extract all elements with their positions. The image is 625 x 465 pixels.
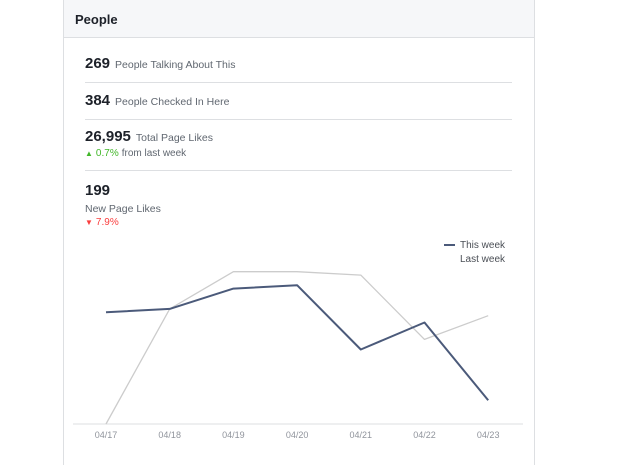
legend-item-this-week[interactable]: This week bbox=[444, 238, 534, 252]
left-margin bbox=[0, 0, 58, 465]
change-indicator: ▲ 0.7% from last week bbox=[85, 148, 511, 159]
x-tick-label: 04/18 bbox=[158, 430, 181, 440]
series-layer bbox=[105, 271, 489, 425]
stat-new-page-likes: 199 New Page Likes ▼ 7.9% bbox=[85, 182, 511, 228]
series-line-this-week[interactable] bbox=[105, 284, 489, 401]
stat-label: People Talking About This bbox=[115, 59, 236, 71]
new-page-likes-chart: 04/17 04/18 04/19 04/20 04/21 04/22 04/23 bbox=[73, 271, 523, 440]
stat-total-page-likes: 26,995 Total Page Likes ▲ 0.7% from last… bbox=[85, 128, 511, 159]
x-tick-label: 04/19 bbox=[222, 430, 245, 440]
people-card: People 269 People Talking About This 384… bbox=[63, 0, 535, 465]
triangle-down-icon: ▼ bbox=[85, 218, 93, 227]
change-percent: 0.7% bbox=[95, 148, 119, 159]
divider bbox=[85, 170, 512, 171]
divider bbox=[85, 119, 512, 120]
x-tick-label: 04/17 bbox=[95, 430, 118, 440]
stat-value: 384 bbox=[85, 92, 111, 109]
card-title: People bbox=[75, 12, 118, 27]
stat-label: New Page Likes bbox=[85, 203, 161, 215]
stat-talking-about: 269 People Talking About This bbox=[85, 55, 511, 72]
series-line-last-week[interactable] bbox=[105, 271, 489, 425]
x-tick-labels: 04/17 04/18 04/19 04/20 04/21 04/22 04/23 bbox=[95, 430, 500, 440]
legend-label: This week bbox=[460, 239, 506, 251]
right-margin bbox=[535, 0, 625, 465]
stat-label: People Checked In Here bbox=[115, 96, 230, 108]
legend-item-last-week[interactable]: Last week bbox=[444, 252, 534, 266]
change-text: from last week bbox=[121, 148, 187, 159]
divider bbox=[85, 82, 512, 83]
change-indicator: ▼ 7.9% bbox=[85, 217, 511, 228]
chart-legend: This week Last week bbox=[444, 238, 534, 266]
legend-swatch bbox=[444, 244, 455, 246]
x-tick-label: 04/23 bbox=[477, 430, 500, 440]
card-header bbox=[64, 0, 534, 38]
triangle-up-icon: ▲ bbox=[85, 149, 93, 158]
x-tick-label: 04/20 bbox=[286, 430, 309, 440]
stat-label: Total Page Likes bbox=[135, 132, 213, 144]
x-tick-label: 04/22 bbox=[413, 430, 436, 440]
stat-value: 26,995 bbox=[85, 128, 131, 145]
stat-value: 199 bbox=[85, 182, 111, 199]
change-percent: 7.9% bbox=[95, 217, 119, 228]
legend-label: Last week bbox=[460, 253, 506, 265]
stat-checked-in: 384 People Checked In Here bbox=[85, 92, 511, 109]
x-tick-label: 04/21 bbox=[350, 430, 373, 440]
stat-value: 269 bbox=[85, 55, 111, 72]
